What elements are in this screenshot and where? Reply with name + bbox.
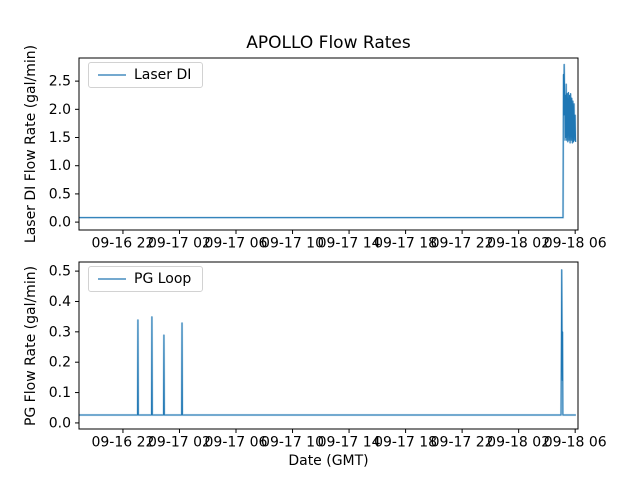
x-tick-label: 09-17 10 bbox=[261, 236, 324, 252]
series-line-laser-di bbox=[79, 63, 577, 219]
x-tick-label: 09-17 14 bbox=[318, 435, 381, 451]
y-tick-label: 2.5 bbox=[49, 74, 71, 90]
x-tick-label: 09-18 02 bbox=[487, 236, 550, 252]
legend-laser-di: Laser DI bbox=[88, 62, 204, 88]
y-tick-label: 2.0 bbox=[49, 102, 71, 118]
y-tick-label: 1.5 bbox=[49, 130, 71, 146]
axes-box bbox=[78, 57, 579, 231]
series-line-pg-loop bbox=[79, 269, 576, 416]
y-tick-label: 0.4 bbox=[49, 294, 71, 310]
x-tick-label: 09-17 14 bbox=[318, 236, 381, 252]
x-tick-label: 09-18 06 bbox=[544, 435, 607, 451]
legend-pg-loop: PG Loop bbox=[88, 266, 204, 292]
legend-line-sample-icon bbox=[98, 74, 126, 76]
x-tick-label: 09-17 22 bbox=[431, 435, 494, 451]
y-tick-label: 0.1 bbox=[49, 385, 71, 401]
x-tick-label: 09-17 02 bbox=[148, 236, 211, 252]
bottom-y-axis-label: PG Flow Rate (gal/min) bbox=[23, 265, 39, 427]
y-tick-label: 1.0 bbox=[49, 158, 71, 174]
x-tick-label: 09-16 22 bbox=[91, 435, 154, 451]
x-tick-label: 09-16 22 bbox=[91, 236, 154, 252]
x-tick-label: 09-18 02 bbox=[487, 435, 550, 451]
x-tick-label: 09-17 22 bbox=[431, 236, 494, 252]
legend-label: Laser DI bbox=[134, 67, 192, 83]
figure-title: APOLLO Flow Rates bbox=[246, 33, 411, 53]
legend-line-sample-icon bbox=[98, 278, 126, 280]
y-tick-label: 0.3 bbox=[49, 324, 71, 340]
axes-box bbox=[78, 261, 579, 430]
x-axis-label: Date (GMT) bbox=[288, 453, 369, 469]
y-tick-label: 0.5 bbox=[49, 264, 71, 280]
x-tick-label: 09-17 18 bbox=[374, 435, 437, 451]
y-tick-label: 0.5 bbox=[49, 186, 71, 202]
x-tick-label: 09-17 02 bbox=[148, 435, 211, 451]
x-tick-label: 09-17 18 bbox=[374, 236, 437, 252]
x-tick-label: 09-17 10 bbox=[261, 435, 324, 451]
x-tick-label: 09-17 06 bbox=[205, 236, 268, 252]
legend-label: PG Loop bbox=[134, 271, 192, 287]
y-tick-label: 0.0 bbox=[49, 415, 71, 431]
y-tick-label: 0.0 bbox=[49, 215, 71, 231]
top-y-axis-label: Laser DI Flow Rate (gal/min) bbox=[23, 44, 39, 244]
x-tick-label: 09-17 06 bbox=[205, 435, 268, 451]
y-tick-label: 0.2 bbox=[49, 355, 71, 371]
x-tick-label: 09-18 06 bbox=[544, 236, 607, 252]
